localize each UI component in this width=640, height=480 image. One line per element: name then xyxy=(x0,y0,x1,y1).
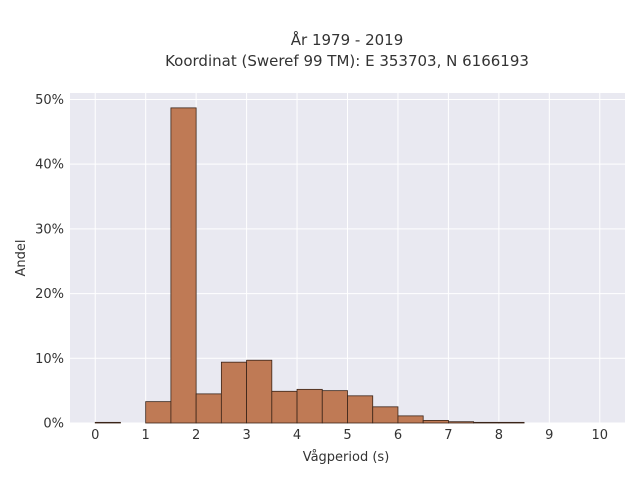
histogram-bar xyxy=(422,420,449,424)
chart-title-line2: Koordinat (Sweref 99 TM): E 353703, N 61… xyxy=(165,52,529,70)
histogram-bar xyxy=(246,359,273,424)
y-tick-label: 0% xyxy=(43,417,64,432)
y-tick-label: 10% xyxy=(35,352,64,367)
x-tick-label: 9 xyxy=(545,428,553,443)
x-tick-label: 5 xyxy=(343,428,351,443)
histogram-bar xyxy=(498,421,525,424)
x-tick-label: 8 xyxy=(495,428,503,443)
histogram-bar xyxy=(296,388,323,424)
x-tick-label: 4 xyxy=(293,428,301,443)
x-tick-label: 0 xyxy=(91,428,99,443)
histogram-bar xyxy=(448,421,475,424)
histogram-bar xyxy=(347,395,374,424)
y-axis-label: Andel xyxy=(14,240,29,277)
y-tick-labels: 0% 10% 20% 30% 40% 50% xyxy=(35,93,64,432)
histogram-bar xyxy=(321,390,348,424)
x-tick-label: 1 xyxy=(142,428,150,443)
histogram-bar xyxy=(271,390,298,424)
histogram-bar xyxy=(372,406,399,424)
histogram-bar xyxy=(94,421,121,424)
histogram-bar xyxy=(195,393,222,424)
y-tick-label: 40% xyxy=(35,158,64,173)
y-tick-label: 20% xyxy=(35,287,64,302)
x-tick-label: 3 xyxy=(242,428,250,443)
x-tick-label: 10 xyxy=(591,428,608,443)
y-tick-label: 30% xyxy=(35,222,64,237)
x-tick-labels: 0 1 2 3 4 5 6 7 8 9 10 xyxy=(91,428,608,443)
histogram-bar xyxy=(145,401,172,424)
x-tick-label: 2 xyxy=(192,428,200,443)
x-axis-label: Vågperiod (s) xyxy=(303,450,390,465)
y-tick-label: 50% xyxy=(35,93,64,108)
x-tick-label: 7 xyxy=(444,428,452,443)
histogram-bar xyxy=(170,107,197,424)
histogram-bar xyxy=(220,361,247,424)
x-tick-label: 6 xyxy=(394,428,402,443)
histogram-bar xyxy=(473,421,500,424)
histogram-bar xyxy=(397,415,424,424)
bars xyxy=(94,107,525,424)
chart-title-line1: År 1979 - 2019 xyxy=(291,30,404,49)
